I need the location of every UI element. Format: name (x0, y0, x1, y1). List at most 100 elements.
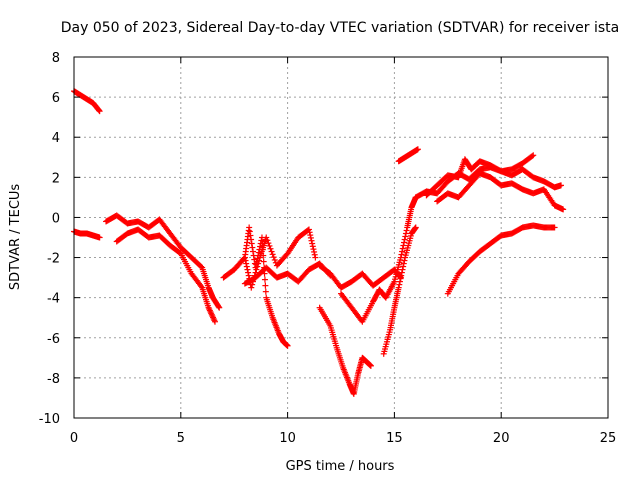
trail-marker (311, 248, 318, 255)
trail-marker (215, 303, 222, 310)
y-tick-label: -8 (47, 372, 60, 387)
x-axis-label: GPS time / hours (286, 459, 395, 474)
trail-marker (398, 272, 405, 279)
trail-marker (396, 281, 403, 288)
series-early-low (71, 228, 103, 241)
y-tick-label: 0 (52, 211, 60, 226)
trail-marker (243, 263, 250, 270)
series-trace-n (444, 222, 558, 297)
x-tick-label: 0 (70, 431, 78, 446)
data-point (414, 146, 421, 153)
data-point (241, 254, 248, 261)
data-point (312, 254, 319, 261)
y-tick-label: -2 (47, 252, 60, 267)
trail-marker (309, 240, 316, 247)
y-axis-label: SDTVAR / TECUs (8, 184, 23, 291)
data-point (284, 342, 291, 349)
trail-marker (402, 233, 409, 240)
series-trace-j (395, 146, 421, 165)
trail-marker (248, 240, 255, 247)
trail-marker (308, 237, 315, 244)
data-point (367, 362, 374, 369)
data-point (530, 152, 537, 159)
trail-marker (399, 245, 406, 252)
x-tick-label: 20 (493, 431, 510, 446)
trail-marker (307, 234, 314, 241)
trail-marker (252, 269, 259, 276)
y-tick-label: -6 (47, 332, 60, 347)
trail-marker (397, 275, 404, 282)
trail-marker (398, 269, 405, 276)
trail-marker (245, 269, 252, 276)
data-point (246, 224, 253, 231)
trail-marker (257, 243, 264, 250)
trail-marker (261, 276, 268, 283)
x-tick-label: 10 (279, 431, 296, 446)
trail-marker (249, 248, 256, 255)
trail-marker (400, 260, 407, 267)
data-point (412, 224, 419, 231)
trail-marker (270, 254, 277, 261)
y-tick-label: 2 (52, 171, 60, 186)
trail-marker (249, 244, 256, 251)
series-trace-d (231, 226, 319, 291)
trail-marker (246, 228, 253, 235)
x-axis-ticks: 0 5 10 15 20 25 (70, 57, 616, 446)
trail-marker (399, 266, 406, 273)
trail-marker (254, 263, 261, 270)
series-early-high (71, 88, 103, 115)
trail-marker (400, 263, 407, 270)
chart-title: Day 050 of 2023, Sidereal Day-to-day VTE… (61, 20, 619, 36)
trail-marker (244, 266, 251, 273)
trail-marker (401, 257, 408, 264)
trail-marker (306, 229, 313, 236)
data-point (395, 284, 402, 291)
trail-marker (198, 263, 205, 270)
trail-marker (265, 240, 272, 247)
series-trace-h (338, 194, 419, 325)
trail-marker (258, 237, 265, 244)
y-tick-label: 8 (52, 51, 60, 66)
trail-marker (307, 232, 314, 239)
trail-marker (268, 248, 275, 255)
trail-marker (255, 257, 262, 264)
trail-marker (403, 227, 410, 234)
x-tick-label: 15 (386, 431, 403, 446)
trail-marker (311, 251, 318, 258)
trail-marker (399, 248, 406, 255)
trail-marker (529, 153, 536, 160)
y-tick-label: 4 (52, 131, 60, 146)
data-point (263, 234, 270, 241)
trail-marker (248, 236, 255, 243)
trail-marker (247, 232, 254, 239)
series-trace-i (380, 224, 419, 357)
trail-marker (401, 236, 408, 243)
series-trace-b (113, 226, 218, 325)
y-axis-ticks: -10 -8 -6 -4 -2 0 2 4 6 8 (39, 51, 608, 427)
trail-marker (310, 246, 317, 253)
data-point (551, 224, 558, 231)
trail-marker (398, 251, 405, 258)
data-point (96, 234, 103, 241)
x-tick-label: 25 (600, 431, 617, 446)
trail-marker (243, 260, 250, 267)
data-point (96, 108, 103, 115)
plot-frame (73, 56, 609, 419)
trail-marker (242, 257, 249, 264)
trail-marker (260, 258, 267, 265)
x-tick-label: 5 (177, 431, 185, 446)
trail-marker (266, 242, 273, 249)
y-tick-label: -4 (47, 292, 60, 307)
series-trace-a (103, 212, 223, 311)
grid (74, 57, 608, 418)
trail-marker (267, 245, 274, 252)
series-trace-e (241, 260, 334, 287)
series-trace-f (316, 304, 374, 397)
trail-marker (401, 239, 408, 246)
data-point (560, 206, 567, 213)
trail-marker (271, 256, 278, 263)
trail-marker (402, 230, 409, 237)
series-trace-l (423, 152, 537, 199)
data-point (305, 226, 312, 233)
